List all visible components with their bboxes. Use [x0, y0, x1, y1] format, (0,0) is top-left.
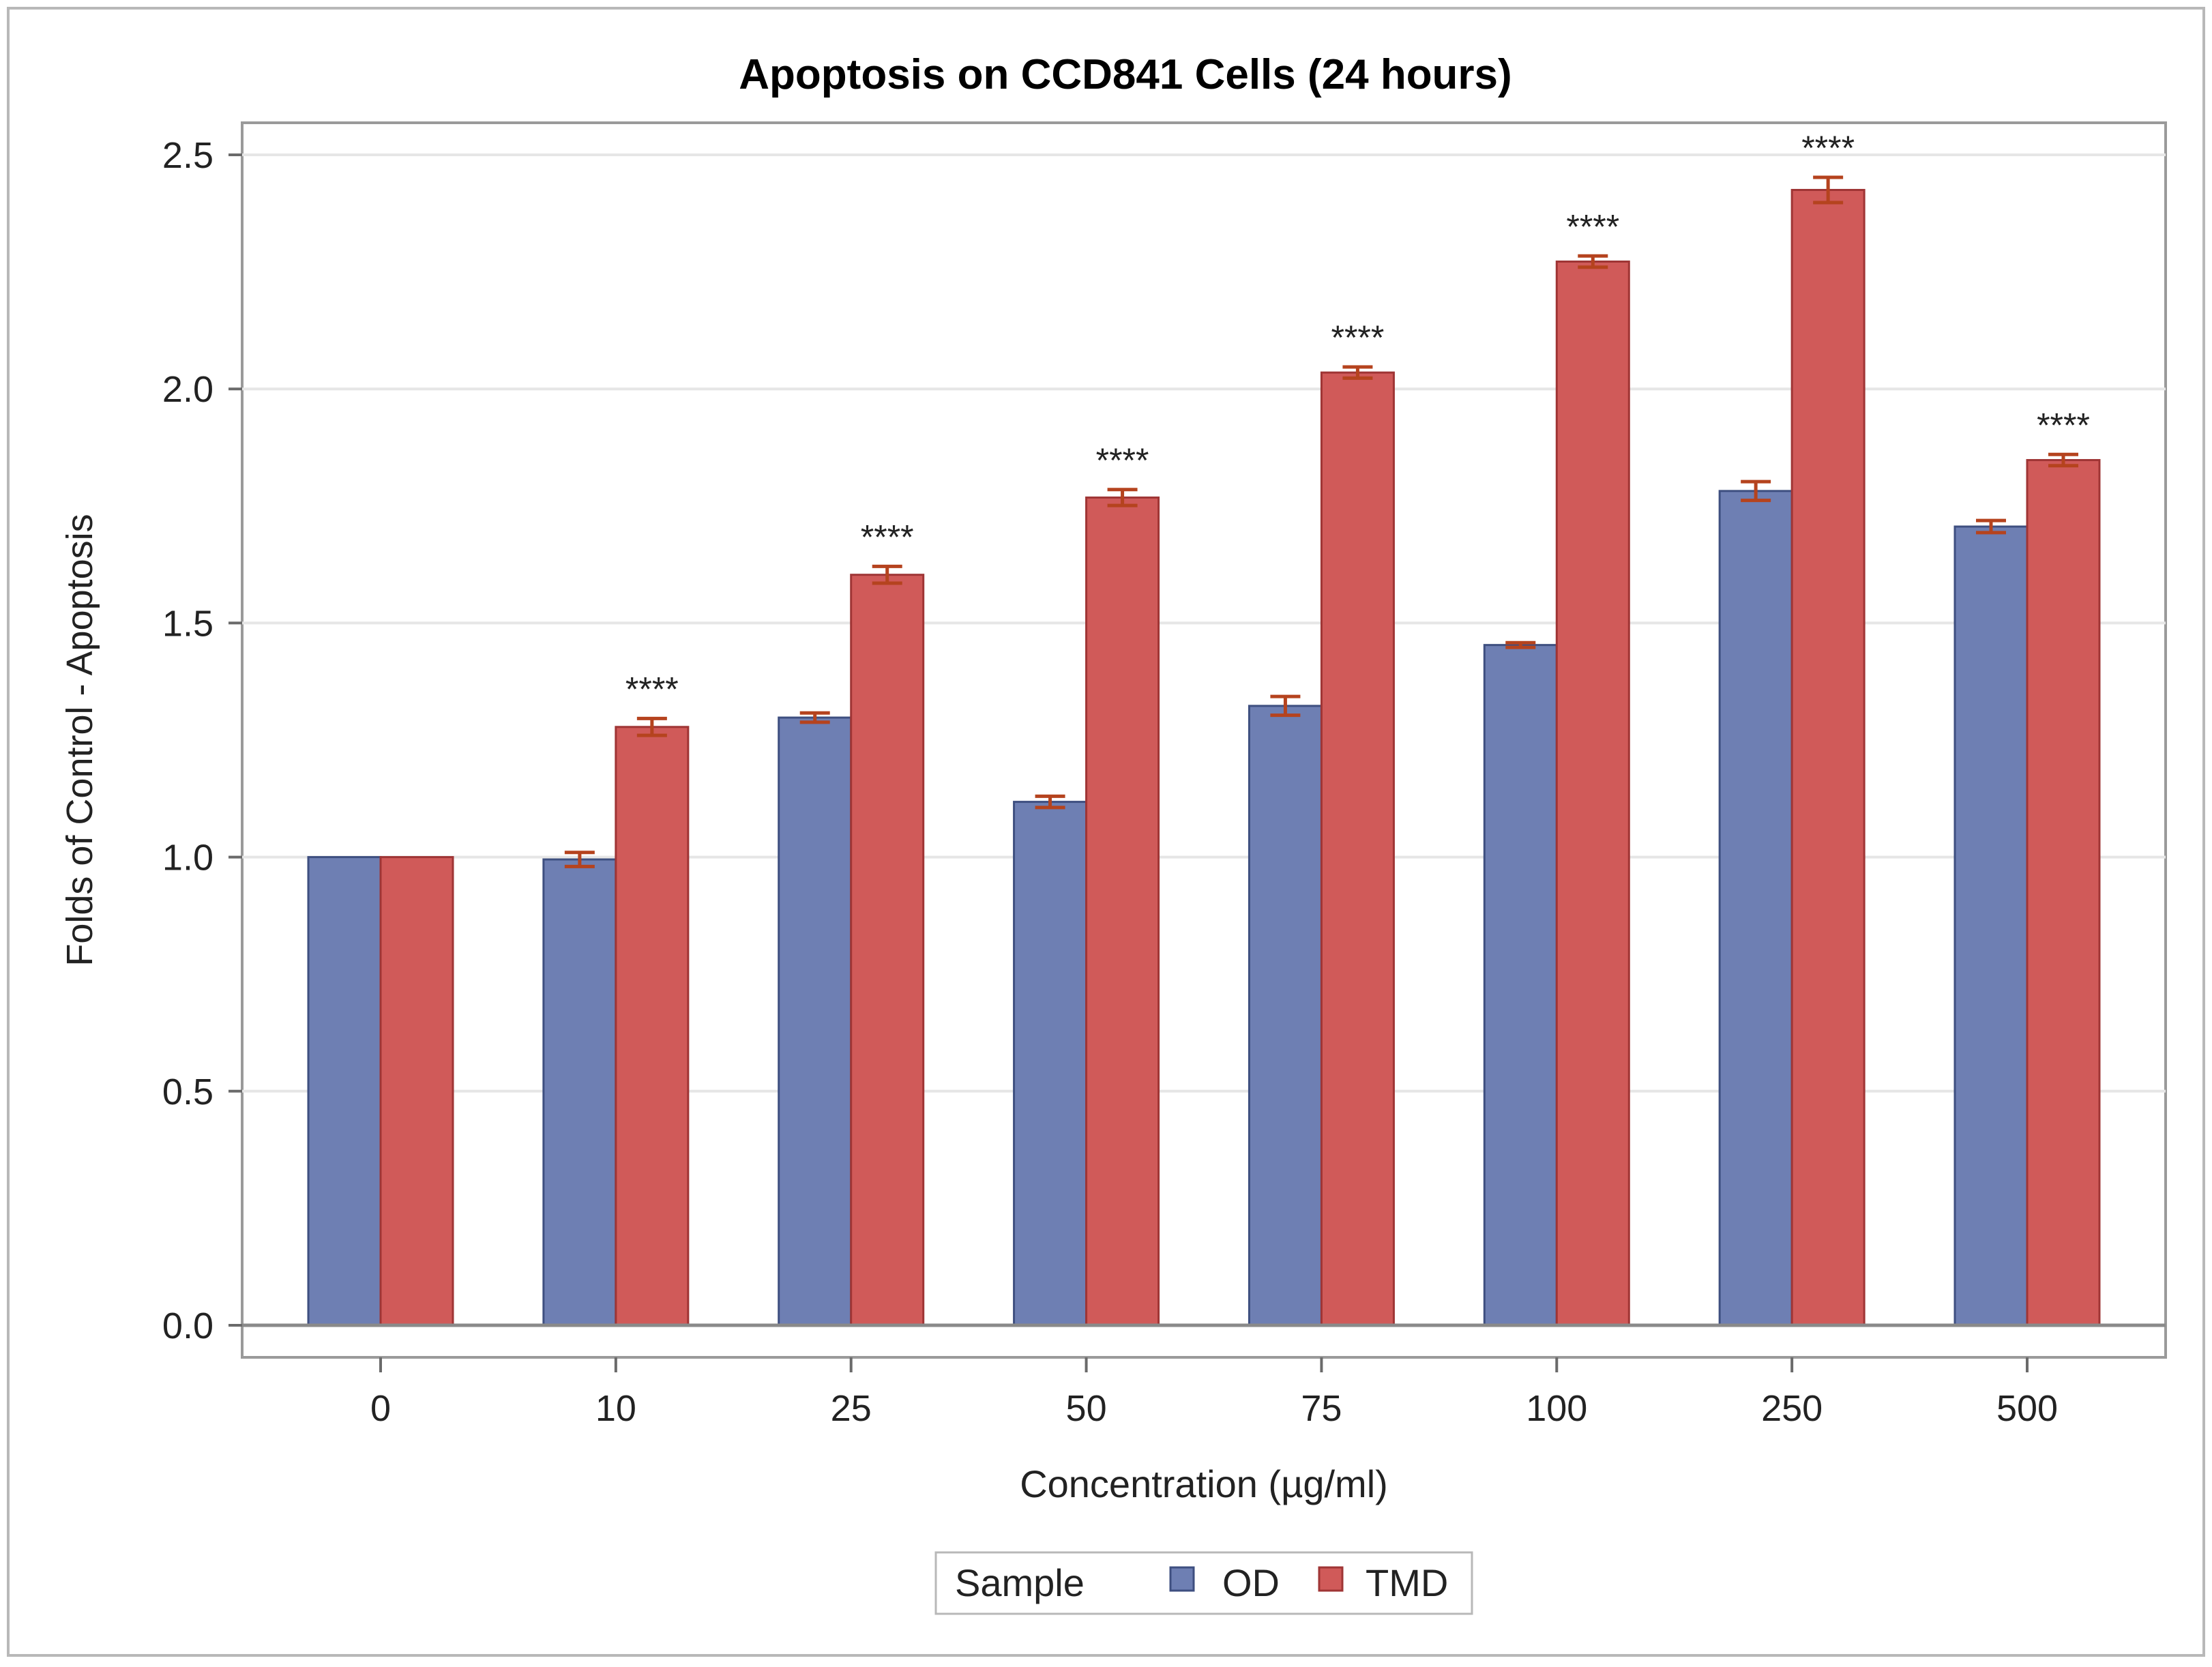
error-bar-od-25: [799, 711, 830, 724]
error-bar-od-100: [1505, 640, 1536, 649]
significance-label: ****: [1331, 319, 1385, 357]
bar-tmd-10: [615, 726, 690, 1327]
bar-od-50: [1013, 801, 1088, 1327]
x-tick-label: 50: [1066, 1388, 1107, 1429]
bar-tmd-0: [379, 856, 454, 1327]
legend-title: Sample: [955, 1561, 1085, 1604]
y-tick-label: 0.0: [162, 1305, 213, 1346]
x-tick-label: 75: [1301, 1388, 1342, 1429]
x-tick-label: 250: [1761, 1388, 1823, 1429]
legend: Sample OD TMD: [934, 1551, 1473, 1615]
legend-swatch-od: [1169, 1566, 1195, 1592]
bar-tmd-50: [1085, 496, 1160, 1327]
x-tick-label: 10: [595, 1388, 636, 1429]
y-tick-label: 2.0: [162, 369, 213, 410]
bar-tmd-75: [1320, 371, 1395, 1327]
error-bar-tmd-100: [1578, 254, 1608, 269]
x-tick-label: 500: [1996, 1388, 2058, 1429]
bar-od-10: [542, 858, 617, 1327]
y-tick-label: 1.5: [162, 603, 213, 644]
plot-frame: [241, 121, 2167, 1359]
error-bar-tmd-500: [2048, 452, 2078, 468]
error-bar-od-75: [1270, 694, 1301, 718]
error-bar-od-500: [1976, 518, 2006, 535]
bar-od-25: [778, 716, 853, 1327]
y-tick-label: 2.5: [162, 135, 213, 176]
x-tick-label: 100: [1526, 1388, 1587, 1429]
significance-annotations: **** **** **** **** **** **** ****: [625, 129, 2090, 708]
significance-label: ****: [1566, 207, 1619, 246]
x-tick-label: 0: [370, 1388, 391, 1429]
significance-label: ****: [2037, 406, 2090, 444]
bar-od-250: [1718, 490, 1793, 1327]
error-bar-tmd-10: [636, 716, 667, 737]
plot-area: 0.00.51.01.52.02.5 *********************…: [162, 121, 2167, 1429]
error-bar-tmd-250: [1813, 175, 1844, 205]
bar-od-75: [1248, 705, 1323, 1327]
error-bar-od-250: [1741, 480, 1771, 503]
legend-label-tmd: TMD: [1366, 1561, 1448, 1604]
x-axis-label: Concentration (µg/ml): [1020, 1462, 1388, 1505]
legend-frame: [934, 1551, 1473, 1615]
bar-od-100: [1483, 644, 1558, 1327]
bar-tmd-100: [1555, 260, 1630, 1327]
legend-swatch-tmd: [1318, 1566, 1344, 1592]
error-bars: [564, 175, 2078, 868]
error-bar-tmd-25: [872, 564, 902, 585]
bar-tmd-250: [1790, 188, 1866, 1327]
legend-label-od: OD: [1222, 1561, 1280, 1604]
significance-label: ****: [625, 670, 679, 708]
bar-tmd-25: [850, 574, 925, 1327]
chart-title: Apoptosis on CCD841 Cells (24 hours): [739, 51, 1511, 98]
bar-od-500: [1953, 525, 2029, 1327]
y-tick-label: 0.5: [162, 1072, 213, 1112]
bar-od-0: [307, 856, 382, 1327]
y-axis-label: Folds of Control - Apoptosis: [59, 514, 100, 966]
significance-label: ****: [1096, 441, 1149, 480]
x-tick-label: 25: [831, 1388, 872, 1429]
significance-label: ****: [1801, 129, 1855, 167]
error-bar-tmd-50: [1107, 488, 1138, 507]
error-bar-od-10: [564, 851, 595, 868]
y-axis-ticks: 0.0 0.5 1.0 1.5 2.0 2.5: [162, 135, 242, 1346]
bar-tmd-500: [2026, 459, 2101, 1327]
bars: [307, 188, 2101, 1327]
error-bar-od-50: [1035, 794, 1065, 810]
error-bar-tmd-75: [1342, 365, 1373, 380]
significance-label: ****: [861, 518, 914, 556]
x-axis-ticks: 0 10 25 50 75 100 250 500: [370, 1357, 2058, 1429]
y-tick-label: 1.0: [162, 838, 213, 879]
